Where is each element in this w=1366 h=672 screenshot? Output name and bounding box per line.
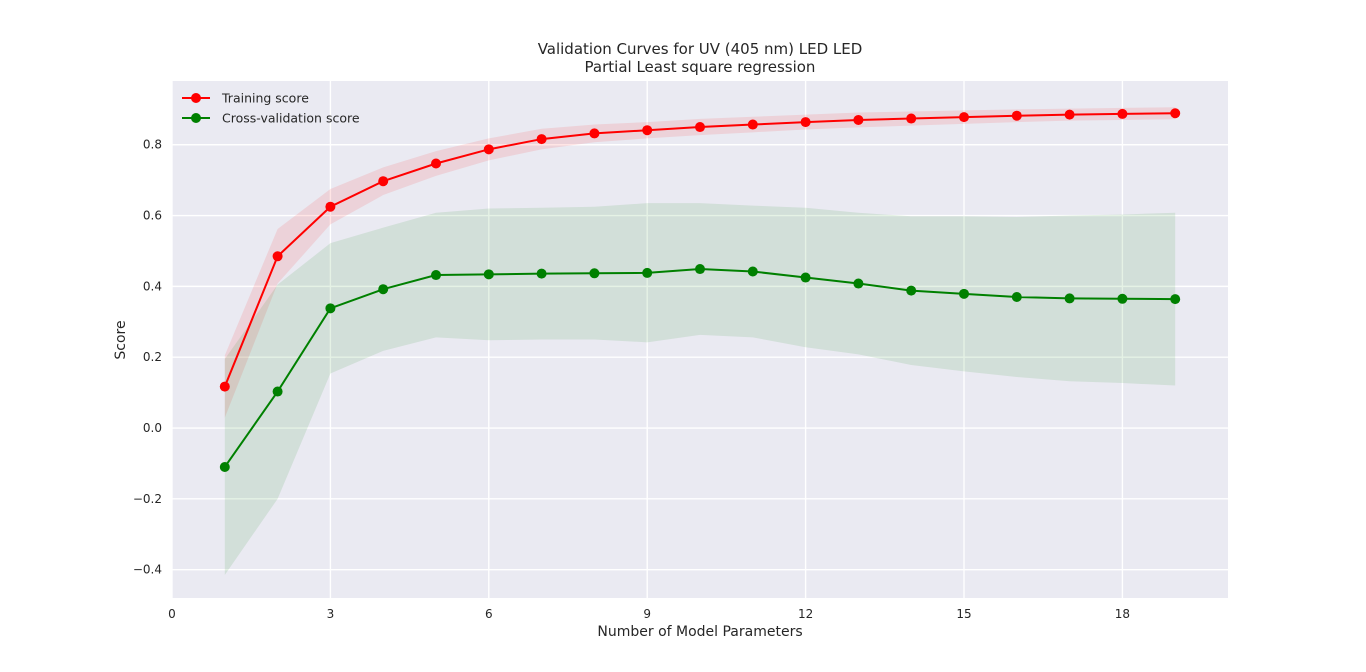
plot-area xyxy=(172,81,1228,598)
point-training xyxy=(747,119,758,130)
y-tick-label: −0.4 xyxy=(133,563,162,577)
x-tick-label: 9 xyxy=(643,607,651,621)
y-tick-labels: −0.4 −0.2 0.0 0.2 0.4 0.6 0.8 xyxy=(133,138,162,577)
point-cross-validation xyxy=(642,267,653,278)
point-cross-validation xyxy=(219,461,230,472)
point-cross-validation xyxy=(747,266,758,277)
point-training xyxy=(1011,110,1022,121)
point-training xyxy=(431,158,441,169)
y-tick-label: 0.4 xyxy=(143,279,162,293)
point-training xyxy=(800,117,811,128)
x-tick-label: 18 xyxy=(1115,607,1130,621)
point-cross-validation xyxy=(853,278,864,289)
point-cross-validation xyxy=(959,288,969,299)
x-tick-labels: 0 3 6 9 12 15 18 xyxy=(168,607,1130,621)
series-points xyxy=(219,108,1181,472)
point-training xyxy=(1117,108,1128,119)
gridlines xyxy=(171,81,1228,598)
point-training xyxy=(536,134,547,145)
point-cross-validation xyxy=(906,285,917,296)
y-tick-label: 0.6 xyxy=(143,209,162,223)
point-cross-validation xyxy=(378,284,389,295)
point-training xyxy=(325,201,336,212)
point-cross-validation xyxy=(536,268,547,279)
point-cross-validation xyxy=(431,270,441,281)
legend-label-training: Training score xyxy=(221,91,309,106)
y-tick-label: −0.2 xyxy=(133,492,162,506)
point-training xyxy=(853,114,864,125)
point-training xyxy=(959,112,969,123)
point-cross-validation xyxy=(800,272,811,283)
point-training xyxy=(906,113,917,124)
point-training xyxy=(642,125,653,136)
point-cross-validation xyxy=(589,268,600,279)
point-cross-validation xyxy=(1011,292,1022,303)
confidence-bands xyxy=(224,107,1176,575)
point-training xyxy=(219,381,230,392)
band-cross-validation xyxy=(224,203,1176,575)
y-tick-label: 0.0 xyxy=(143,421,162,435)
x-tick-label: 3 xyxy=(327,607,335,621)
point-cross-validation xyxy=(272,386,283,397)
chart-title: Validation Curves for UV (405 nm) LED LE… xyxy=(538,40,863,58)
point-cross-validation xyxy=(325,303,336,314)
legend-label-cross-validation: Cross-validation score xyxy=(222,111,360,126)
point-training xyxy=(1170,108,1181,119)
point-training xyxy=(589,128,600,139)
x-tick-label: 6 xyxy=(485,607,493,621)
point-cross-validation xyxy=(1117,293,1128,304)
x-tick-label: 0 xyxy=(168,607,176,621)
chart-subtitle: Partial Least square regression xyxy=(585,58,816,76)
legend: Training score Cross-validation score xyxy=(182,91,360,126)
point-training xyxy=(1064,109,1075,120)
y-tick-label: 0.2 xyxy=(143,350,162,364)
x-tick-label: 15 xyxy=(956,607,971,621)
point-training xyxy=(378,176,389,187)
y-axis-label: Score xyxy=(113,320,129,359)
point-training xyxy=(695,122,705,133)
point-training xyxy=(483,144,494,155)
point-cross-validation xyxy=(695,264,705,275)
point-cross-validation xyxy=(1064,293,1075,304)
y-tick-label: 0.8 xyxy=(143,138,162,152)
legend-marker-cross-validation xyxy=(191,113,201,123)
point-training xyxy=(272,251,283,262)
point-cross-validation xyxy=(1170,294,1181,305)
x-axis-label: Number of Model Parameters xyxy=(597,624,802,640)
legend-marker-training xyxy=(191,93,201,103)
x-tick-label: 12 xyxy=(798,607,813,621)
point-cross-validation xyxy=(483,269,494,280)
